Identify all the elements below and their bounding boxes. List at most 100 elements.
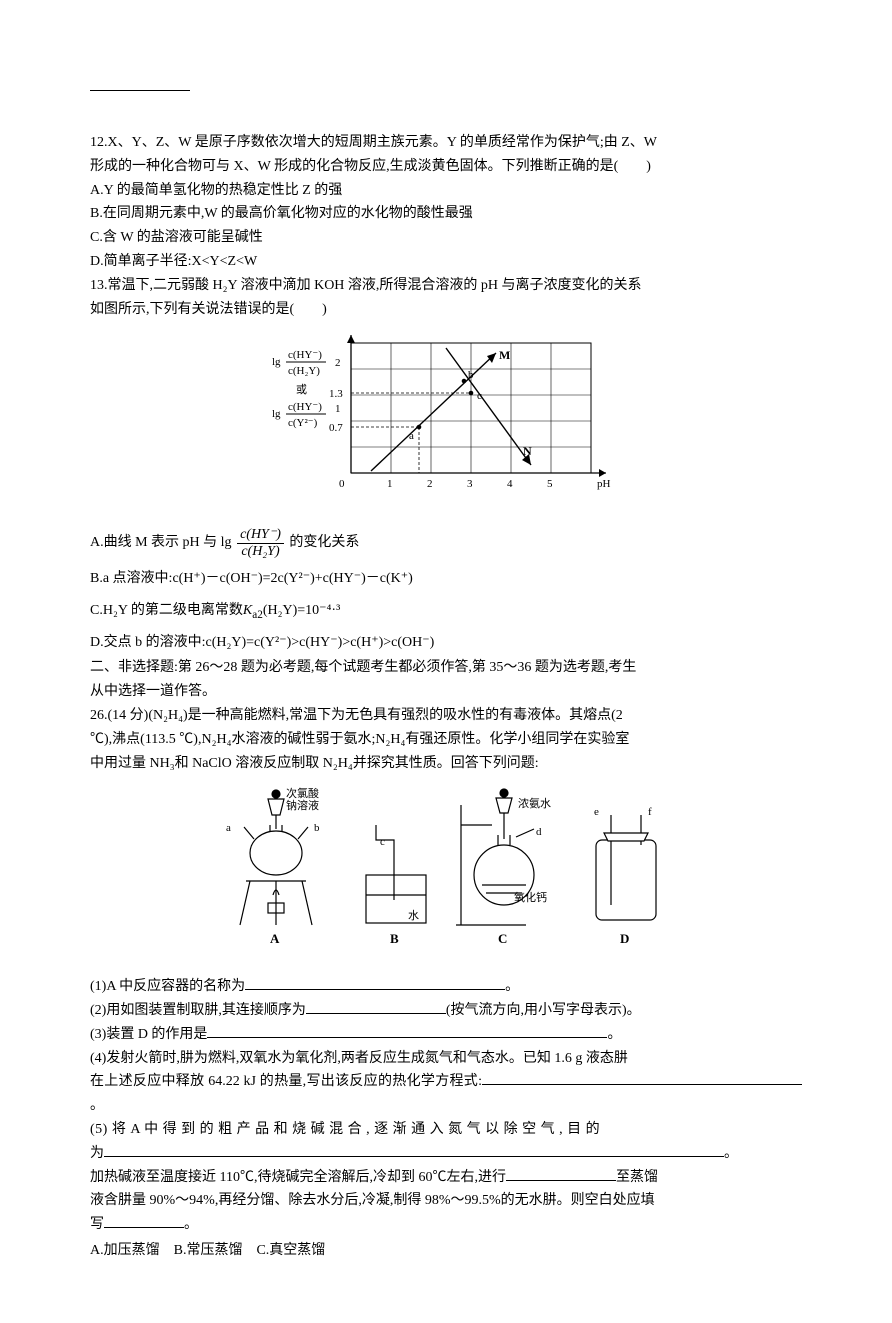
svg-text:M: M — [499, 348, 510, 362]
q26-p2: (2)用如图装置制取肼,其连接顺序为 (按气流方向,用小写字母表示)。 — [90, 999, 802, 1023]
q26-p5-l3-pre: 加热碱液至温度接近 110℃,待烧碱完全溶解后,冷却到 60℃左右,进行 — [90, 1170, 506, 1185]
blank-purpose-n2 — [104, 1143, 724, 1157]
q26-p4-l2-pre: 在上述反应中释放 64.22 kJ 的热量,写出该反应的热化学方程式: — [90, 1074, 482, 1089]
svg-text:lg: lg — [272, 356, 281, 368]
q26-apparatus: a b 次氯酸 钠溶液 A c 水 B — [90, 785, 802, 969]
svg-text:a: a — [226, 822, 231, 834]
q26-p3-pre: (3)装置 D 的作用是 — [90, 1027, 207, 1042]
q13-opt-c: C.H₂Y 的第二级电离常数Ka2(H₂Y)=10⁻⁴·³ — [90, 599, 802, 625]
svg-text:pH: pH — [597, 478, 611, 490]
q26-p4-l1: (4)发射火箭时,肼为燃料,双氧水为氧化剂,两者反应生成氮气和气态水。已知 1.… — [90, 1047, 802, 1071]
svg-text:1.3: 1.3 — [329, 388, 343, 400]
q26-p4-l2-post: 。 — [90, 1098, 104, 1113]
svg-text:A: A — [270, 931, 280, 946]
svg-text:1: 1 — [335, 403, 341, 415]
svg-text:c(HY⁻): c(HY⁻) — [288, 349, 322, 361]
q26-p1-post: 。 — [505, 979, 519, 994]
svg-text:c(H₂Y): c(H₂Y) — [288, 365, 320, 377]
q13-opt-b: B.a 点溶液中:c(H⁺)－c(OH⁻)=2c(Y²⁻)+c(HY⁻)－c(K… — [90, 567, 802, 591]
frac-den: c(H₂Y) — [237, 544, 284, 559]
apparatus-svg: a b 次氯酸 钠溶液 A c 水 B — [206, 785, 686, 960]
q26-stem-l2: ℃),沸点(113.5 ℃),N₂H₄水溶液的碱性弱于氨水;N₂H₄有强还原性。… — [90, 728, 802, 752]
blank-fill-choice — [104, 1214, 184, 1228]
q13-stem-line2: 如图所示,下列有关说法错误的是( ) — [90, 298, 802, 322]
svg-text:B: B — [390, 931, 399, 946]
q26-p4-l2: 在上述反应中释放 64.22 kJ 的热量,写出该反应的热化学方程式: 。 — [90, 1070, 802, 1118]
q26-p2-pre: (2)用如图装置制取肼,其连接顺序为 — [90, 1003, 306, 1018]
frac-num: c(HY⁻) — [237, 527, 284, 543]
q13-stem-line1: 13.常温下,二元弱酸 H₂Y 溶液中滴加 KOH 溶液,所得混合溶液的 pH … — [90, 274, 802, 298]
q26-p5-l3-post: 至蒸馏 — [616, 1170, 658, 1185]
q26-p5-l4: 液含肼量 90%～94%,再经分馏、除去水分后,冷凝,制得 98%～99.5%的… — [90, 1189, 802, 1213]
q13-chart-svg: lg c(HY⁻) c(H₂Y) 或 lg c(HY⁻) c(Y²⁻) — [266, 333, 626, 508]
svg-text:C: C — [498, 931, 507, 946]
q13-opt-d: D.交点 b 的溶液中:c(H₂Y)=c(Y²⁻)>c(HY⁻)>c(H⁺)>c… — [90, 631, 802, 655]
svg-text:浓氨水: 浓氨水 — [518, 797, 551, 810]
svg-text:1: 1 — [387, 478, 393, 490]
blank-connection-order — [306, 1000, 446, 1014]
q26-p3-post: 。 — [607, 1027, 621, 1042]
q12-opt-c: C.含 W 的盐溶液可能呈碱性 — [90, 226, 802, 250]
q12-opt-b: B.在同周期元素中,W 的最高价氧化物对应的水化物的酸性最强 — [90, 202, 802, 226]
q13-opt-a-frac: c(HY⁻) c(H₂Y) — [237, 527, 284, 559]
svg-text:b: b — [314, 822, 320, 834]
blank-container-name — [245, 976, 505, 990]
blank-thermochem-eq — [482, 1071, 802, 1085]
svg-text:2: 2 — [427, 478, 433, 490]
header-rule — [90, 90, 190, 91]
section2-heading-l2: 从中选择一道作答。 — [90, 680, 802, 704]
svg-text:c(Y²⁻): c(Y²⁻) — [288, 417, 318, 429]
q12-opt-d: D.简单离子半径:X<Y<Z<W — [90, 250, 802, 274]
svg-text:c: c — [380, 836, 385, 848]
section2-heading-l1: 二、非选择题:第 26～28 题为必考题,每个试题考生都必须作答,第 35～36… — [90, 656, 802, 680]
svg-text:D: D — [620, 931, 629, 946]
svg-text:氧化钙: 氧化钙 — [514, 890, 547, 904]
q13-opt-a: A.曲线 M 表示 pH 与 lg c(HY⁻) c(H₂Y) 的变化关系 — [90, 527, 802, 559]
q13-chart: lg c(HY⁻) c(H₂Y) 或 lg c(HY⁻) c(Y²⁻) — [90, 333, 802, 517]
q26-p5-l2-pre: 为 — [90, 1146, 104, 1161]
q13-optc-pre: C.H₂Y 的第二级电离常数 — [90, 603, 243, 618]
q26-p5-l5-post: 。 — [184, 1217, 198, 1232]
q26-stem-l1: 26.(14 分)(N₂H₄)是一种高能燃料,常温下为无色具有强烈的吸水性的有毒… — [90, 704, 802, 728]
svg-text:N: N — [523, 444, 532, 458]
q12-stem-line1: 12.X、Y、Z、W 是原子序数依次增大的短周期主族元素。Y 的单质经常作为保护… — [90, 131, 802, 155]
svg-text:2: 2 — [335, 357, 341, 369]
q13-opt-a-post: 的变化关系 — [289, 535, 359, 550]
svg-text:lg: lg — [272, 408, 281, 420]
q26-p5-l5: 写。 — [90, 1213, 802, 1237]
blank-distill-type — [506, 1167, 616, 1181]
svg-text:水: 水 — [408, 909, 419, 922]
blank-device-d-purpose — [207, 1024, 607, 1038]
svg-text:c: c — [477, 390, 482, 402]
svg-text:b: b — [468, 369, 474, 381]
svg-text:d: d — [536, 826, 542, 838]
q13-optc-k: K — [243, 603, 252, 618]
q12-opt-a: A.Y 的最简单氢化物的热稳定性比 Z 的强 — [90, 179, 802, 203]
svg-text:c(HY⁻): c(HY⁻) — [288, 401, 322, 413]
q13-optc-sub: a2 — [252, 609, 263, 621]
svg-text:4: 4 — [507, 478, 513, 490]
svg-text:或: 或 — [296, 383, 307, 396]
q26-p1-pre: (1)A 中反应容器的名称为 — [90, 979, 245, 994]
q26-p2-post: (按气流方向,用小写字母表示)。 — [446, 1003, 641, 1018]
q12-stem-line2: 形成的一种化合物可与 X、W 形成的化合物反应,生成淡黄色固体。下列推断正确的是… — [90, 155, 802, 179]
svg-text:次氯酸: 次氯酸 — [286, 786, 319, 800]
svg-text:0: 0 — [339, 478, 345, 490]
q26-p1: (1)A 中反应容器的名称为 。 — [90, 975, 802, 999]
q13-optc-post: (H₂Y)=10⁻⁴·³ — [263, 603, 340, 618]
svg-text:f: f — [648, 806, 652, 818]
q13-opt-a-pre: A.曲线 M 表示 pH 与 lg — [90, 535, 232, 550]
q26-options-abc: A.加压蒸馏 B.常压蒸馏 C.真空蒸馏 — [90, 1239, 802, 1263]
q26-p5-l5-pre: 写 — [90, 1217, 104, 1232]
q26-p3: (3)装置 D 的作用是 。 — [90, 1023, 802, 1047]
q26-p5-l3: 加热碱液至温度接近 110℃,待烧碱完全溶解后,冷却到 60℃左右,进行 至蒸馏 — [90, 1166, 802, 1190]
svg-text:e: e — [594, 806, 599, 818]
q26-stem-l3: 中用过量 NH₃和 NaClO 溶液反应制取 N₂H₄并探究其性质。回答下列问题… — [90, 752, 802, 776]
svg-text:钠溶液: 钠溶液 — [286, 798, 319, 812]
svg-text:0.7: 0.7 — [329, 422, 343, 434]
q26-p5-l2: 为。 — [90, 1142, 802, 1166]
svg-text:3: 3 — [467, 478, 473, 490]
q26-p5-l1: (5) 将 A 中 得 到 的 粗 产 品 和 烧 碱 混 合 , 逐 渐 通 … — [90, 1118, 802, 1142]
q26-p5-l2-post: 。 — [724, 1146, 738, 1161]
svg-text:5: 5 — [547, 478, 553, 490]
